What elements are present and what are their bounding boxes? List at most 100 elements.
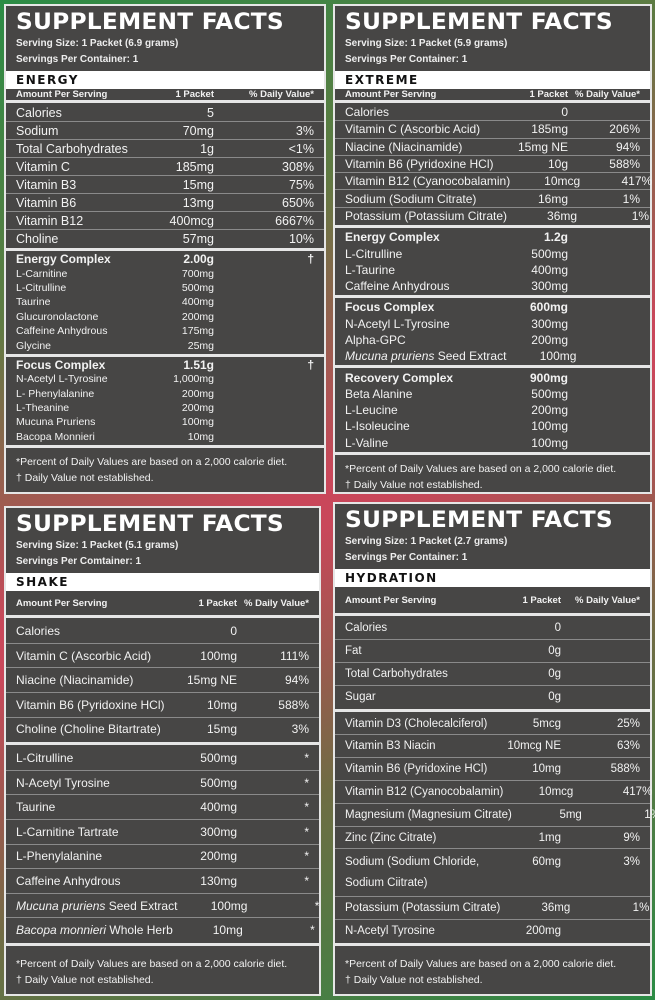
nutrient-daily-value: 6667%	[275, 213, 314, 228]
nutrient-name: Taurine	[16, 800, 167, 814]
nutrient-name-text: Vitamin B12 (Cyanocobalamin)	[345, 785, 504, 798]
nutrient-row: L-Carnitine 700mg	[6, 266, 324, 280]
nutrient-daily-value: 1%	[631, 208, 650, 223]
nutrient-row: Vitamin B6 13mg 650%	[6, 194, 324, 212]
nutrient-row: Magnesium (Magnesium Citrate) 5mg 1%	[335, 804, 655, 827]
nutrient-daily-value: 10%	[288, 231, 314, 246]
nutrient-name: Total Carbohydrates	[345, 668, 491, 680]
nutrient-name: Caffeine Anhydrous	[16, 325, 144, 337]
nutrient-row: Calories 0	[335, 617, 650, 641]
nutrient-row: Bacopa Monnieri 10mg	[6, 430, 324, 444]
nutrient-row: Sodium (Sodium Chloride, Sodium Ciitrate…	[335, 849, 650, 898]
nutrient-daily-value: 111%	[280, 648, 309, 663]
column-daily-value: % Daily Value*	[575, 89, 640, 100]
column-amount-per-serving: Amount Per Serving	[16, 89, 108, 100]
nutrient-name: Glucuronolactone	[16, 311, 144, 323]
nutrient-amount: 500mg	[531, 246, 568, 261]
nutrient-amount: 60mg	[532, 856, 561, 869]
nutrient-name: Bacopa Monnieri	[16, 431, 144, 443]
nutrient-name: Total Carbohydrates	[16, 142, 144, 156]
nutrient-name: Sodium	[16, 124, 144, 138]
nutrient-name-text: Zinc (Zinc Citrate)	[345, 831, 437, 844]
nutrient-name: Magnesium (Magnesium Citrate)	[345, 809, 512, 821]
nutrient-amount: 57mg	[182, 231, 214, 246]
nutrient-amount: 185mg	[531, 122, 568, 137]
nutrient-name-text: N-Acetyl Tyrosine	[345, 925, 435, 938]
nutrient-row: Vitamin C (Ascorbic Acid) 100mg 111%	[6, 644, 319, 669]
nutrient-daily-value: †	[307, 252, 314, 267]
nutrient-amount: 10mg	[212, 923, 243, 938]
nutrient-amount: 200mg	[531, 333, 568, 347]
nutrient-name: Caffeine Anhydrous	[16, 874, 167, 888]
nutrient-group: Calories 0 Vitamin C (Ascorbic Acid) 185mg 2…	[335, 103, 652, 229]
nutrient-row: Fat 0g	[335, 640, 650, 664]
nutrient-row: N-Acetyl L-Tyrosine 300mg	[335, 316, 650, 332]
nutrient-row: Mucuna pruriens Seed Extract 100mg	[335, 348, 650, 364]
nutrient-row: L-Theanine 200mg	[6, 401, 324, 415]
nutrient-name-text: Calories	[16, 105, 62, 120]
nutrient-row: Sodium 70mg 3%	[6, 122, 324, 140]
serving-size: Serving Size: 1 Packet (5.9 grams)	[345, 38, 508, 49]
nutrient-row: Calories 0	[335, 104, 650, 122]
panel-title: SUPPLEMENT FACTS	[345, 10, 613, 35]
nutrient-daily-value: *	[304, 874, 309, 889]
nutrient-amount: 10g	[547, 157, 568, 172]
nutrient-name-text: Choline	[16, 231, 59, 246]
nutrient-name-text: Vitamin C (Ascorbic Acid)	[16, 648, 152, 663]
nutrient-daily-value: *	[310, 923, 315, 938]
nutrient-name-text: Sodium (Sodium Citrate)	[345, 191, 477, 206]
nutrient-row: Potassium (Potassium Citrate) 36mg 1%	[335, 897, 650, 921]
nutrient-name-text: L-Carnitine	[16, 267, 68, 280]
nutrient-amount: 100mg	[200, 648, 237, 663]
nutrient-name-text: Recovery Complex	[345, 370, 454, 385]
nutrient-amount: 10mg	[187, 430, 214, 443]
nutrient-row: Bacopa monnieri Whole Herb 10mg *	[6, 918, 319, 942]
nutrient-name-text: Vitamin B12 (Cyanocobalamin)	[345, 174, 511, 189]
nutrient-name: Vitamin B12	[16, 214, 144, 228]
nutrient-name-text: L-Leucine	[345, 403, 398, 418]
nutrient-name-text: Mucuna Pruriens	[16, 416, 96, 429]
nutrient-group: Energy Complex 2.00g † L-Carnitine 700mg L-Ci…	[6, 251, 324, 357]
nutrient-daily-value: 206%	[609, 122, 640, 137]
nutrient-amount: 1.2g	[543, 230, 568, 245]
nutrient-amount: 10mg	[206, 697, 237, 712]
nutrient-amount: 100mg	[210, 898, 248, 913]
nutrient-amount: 10mcg	[538, 785, 574, 798]
nutrient-name: L-Valine	[345, 436, 498, 450]
nutrient-name-text: Calories	[16, 624, 61, 639]
nutrient-amount: 700mg	[181, 267, 214, 280]
nutrient-amount: 10mg	[532, 763, 561, 776]
nutrient-row: L-Citrulline 500mg	[6, 281, 324, 295]
nutrient-amount: 1g	[200, 141, 214, 156]
nutrient-row: L- Phenylalanine 200mg	[6, 387, 324, 401]
nutrient-name: Sugar	[345, 691, 491, 703]
nutrient-row: Vitamin B12 (Cyanocobalamin) 10mcg 417%	[335, 173, 652, 191]
nutrient-name: Energy Complex	[16, 252, 144, 266]
nutrient-row: Focus Complex 1.51g †	[6, 358, 324, 372]
nutrient-amount: 0g	[548, 667, 561, 680]
nutrient-name: L-Taurine	[345, 263, 498, 277]
nutrient-name-text: Niacine (Niacinamide)	[16, 673, 134, 688]
nutrient-name-text: Niacine (Niacinamide)	[345, 139, 463, 154]
nutrient-name-text: Seed Extract	[434, 349, 507, 364]
nutrient-row: Beta Alanine 500mg	[335, 386, 650, 402]
column-packet: 1 Packet	[529, 89, 568, 100]
nutrient-amount: 100mg	[181, 416, 214, 429]
servings-per-container: Servings Per Comtainer: 1	[16, 556, 142, 567]
servings-per-container: Servings Per Container: 1	[345, 54, 468, 65]
nutrient-amount: 15mg NE	[186, 673, 237, 688]
footnote-dagger: † Daily Value not established.	[16, 974, 154, 986]
nutrient-row: Vitamin B12 (Cyanocobalamin) 10mcg 417%	[335, 781, 652, 804]
nutrient-name: Vitamin C (Ascorbic Acid)	[345, 122, 498, 136]
nutrient-row: Energy Complex 2.00g †	[6, 252, 324, 266]
nutrient-row: Mucuna pruriens Seed Extract 100mg *	[6, 894, 319, 919]
nutrient-row: Glycine 25mg	[6, 338, 324, 352]
footnote-dagger: † Daily Value not established.	[345, 478, 483, 491]
nutrient-name-italic: Mucuna pruriens	[16, 898, 106, 913]
nutrient-name: Vitamin B6 (Pyridoxine HCl)	[345, 157, 498, 171]
nutrient-amount: 36mg	[547, 208, 578, 223]
nutrient-daily-value: 650%	[282, 195, 314, 210]
nutrient-name-text: Vitamin C (Ascorbic Acid)	[345, 122, 481, 137]
nutrient-name-text: L-Citrulline	[345, 246, 403, 261]
nutrient-amount: 400mcg	[169, 213, 214, 228]
